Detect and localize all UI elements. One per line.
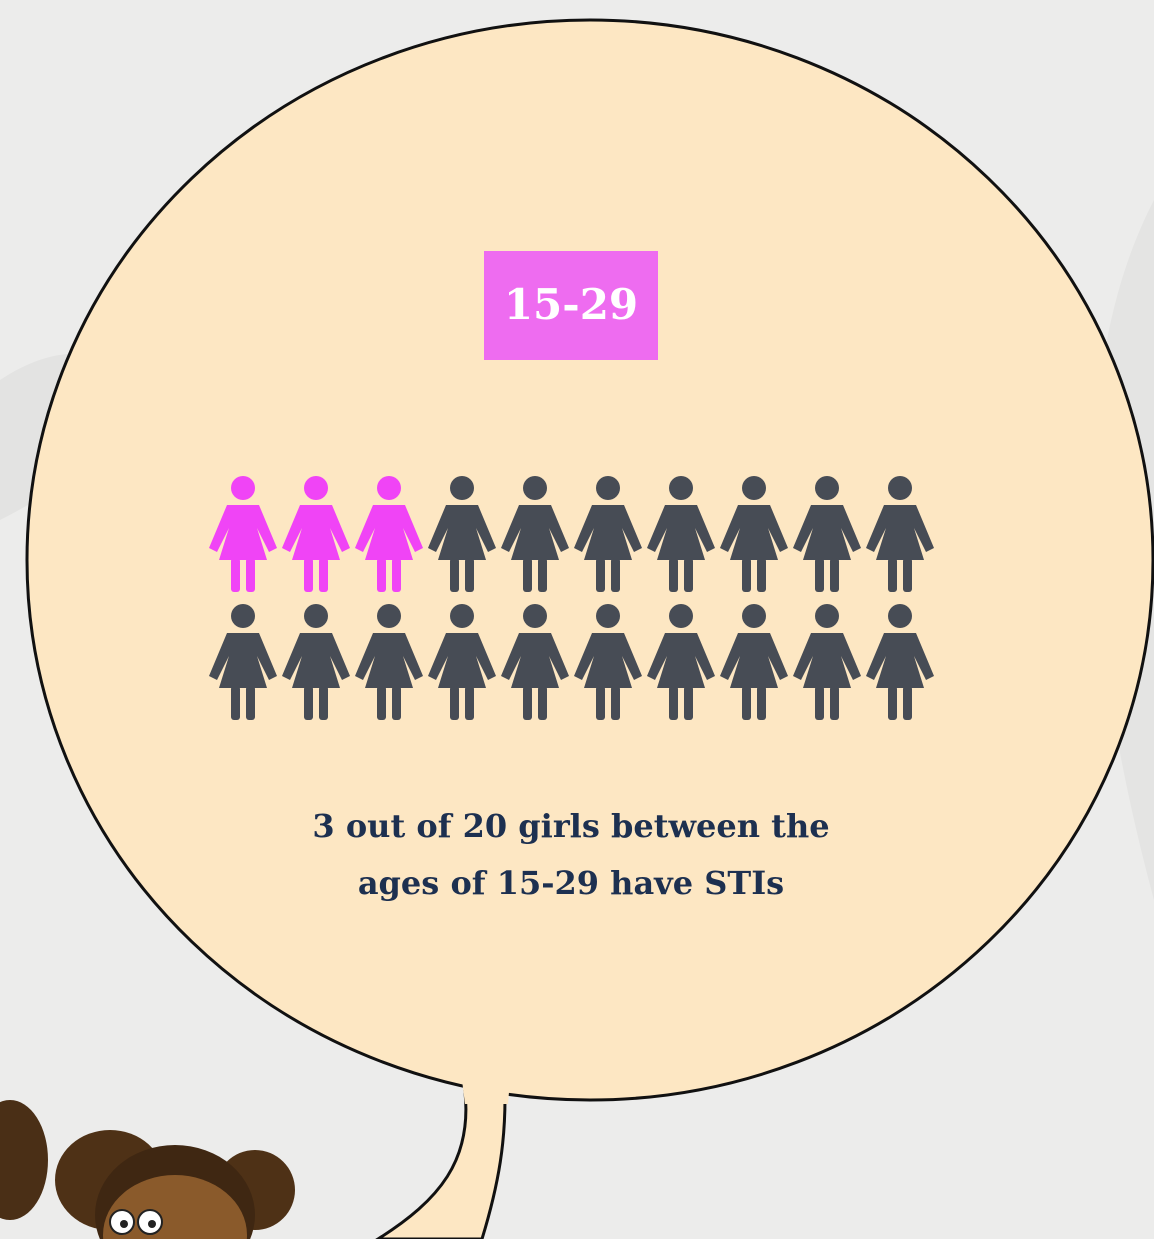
- infographic: 15-29 3 out of 20 girls between the ages…: [0, 0, 1154, 1239]
- caption-line: ages of 15-29 have STIs: [358, 864, 784, 902]
- bubble-join: [462, 1080, 510, 1104]
- caption-line: 3 out of 20 girls between the: [312, 807, 829, 845]
- age-badge-label: 15-29: [504, 280, 638, 329]
